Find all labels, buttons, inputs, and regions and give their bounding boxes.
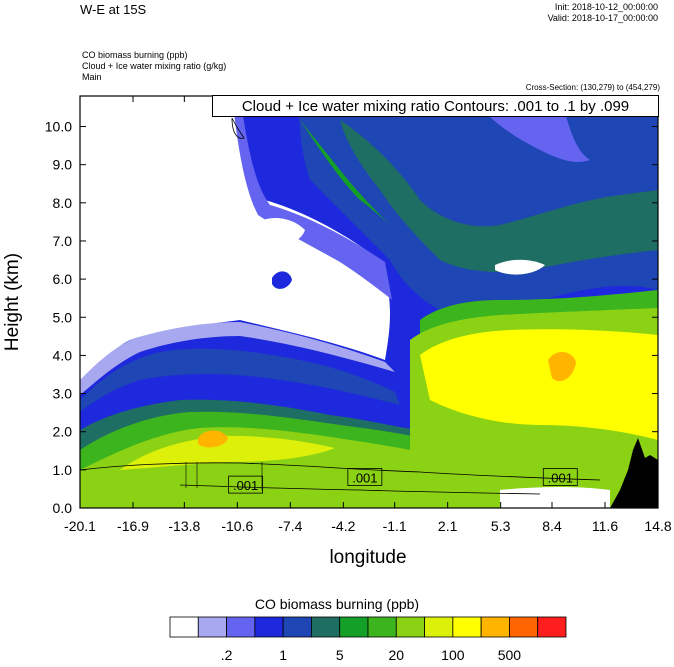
y-tick-label: 4.0 [53, 347, 73, 363]
cross-section-label: Cross-Section: (130,279) to (454,279) [525, 83, 660, 92]
colorbar-swatch [254, 616, 284, 638]
y-tick-label: 0.0 [53, 500, 73, 516]
colorbar-swatch [282, 616, 312, 638]
contour-label: .001 [233, 478, 258, 493]
y-tick-label: 2.0 [53, 424, 73, 440]
x-tick-label: -13.8 [168, 518, 200, 534]
colorbar-label: .2 [221, 647, 233, 663]
plot-title: W-E at 15S [80, 2, 147, 17]
colorbar-label: 5 [336, 647, 344, 663]
contour-label: .001 [352, 470, 377, 485]
colorbar-swatch [424, 616, 454, 638]
variable-co: CO biomass burning (ppb) [82, 50, 188, 60]
colorbar-swatch [537, 616, 567, 638]
init-time: Init: 2018-10-12_00:00:00 [554, 2, 658, 12]
x-tick-label: -4.2 [331, 518, 355, 534]
colorbar-swatch [226, 616, 256, 638]
valid-time: Valid: 2018-10-17_00:00:00 [547, 13, 658, 23]
contour-label: .001 [548, 470, 573, 485]
x-tick-label: 14.8 [644, 518, 671, 534]
heatmap-field [80, 96, 658, 508]
colorbar: .2 1 5 20 100 500 [169, 616, 567, 663]
x-tick-label: 11.6 [592, 518, 618, 534]
variable-cloud-ice: Cloud + Ice water mixing ratio (g/kg) [82, 61, 227, 71]
variable-main: Main [82, 72, 102, 82]
colorbar-swatch [395, 616, 425, 638]
y-tick-label: 10.0 [45, 119, 72, 135]
x-tick-label: -1.1 [383, 518, 407, 534]
x-axis-label: longitude [329, 547, 406, 568]
colorbar-swatch [197, 616, 227, 638]
colorbar-swatch [339, 616, 369, 638]
colorbar-swatch [169, 616, 199, 638]
x-tick-label: 8.4 [542, 518, 562, 534]
colorbar-label: 500 [498, 647, 522, 663]
y-tick-label: 6.0 [53, 271, 73, 287]
y-tick-label: 9.0 [53, 157, 73, 173]
y-tick-label: 1.0 [53, 462, 73, 478]
contour-label-box [542, 468, 578, 486]
colorbar-label: 20 [388, 647, 404, 663]
y-tick-label: 8.0 [53, 195, 73, 211]
x-tick-label: 2.1 [438, 518, 458, 534]
y-axis: 0.0 1.0 2.0 3.0 4.0 5.0 6.0 7.0 8.0 9.0 10.0 [45, 119, 658, 516]
x-tick-label: -10.6 [221, 518, 253, 534]
y-tick-label: 3.0 [53, 386, 73, 402]
colorbar-label: 1 [279, 647, 287, 663]
x-tick-label: -16.9 [117, 518, 149, 534]
y-axis-label: Height (km) [2, 253, 23, 351]
colorbar-swatch [452, 616, 482, 638]
contour-info-box: Cloud + Ice water mixing ratio Contours:… [212, 95, 659, 117]
x-tick-label: -20.1 [64, 518, 96, 534]
x-tick-label: -7.4 [278, 518, 302, 534]
contour-label-box [347, 468, 383, 486]
colorbar-swatch [367, 616, 397, 638]
colorbar-swatch [480, 616, 510, 638]
contour-labels: .001 .001 .001 [228, 468, 578, 494]
x-axis: -20.1 -16.9 -13.8 -10.6 -7.4 -4.2 -1.1 2.1 5.3 8.… [64, 96, 672, 534]
colorbar-title: CO biomass burning (ppb) [254, 596, 420, 612]
colorbar-swatch [509, 616, 539, 638]
contour-label-box [228, 475, 264, 494]
x-tick-label: 5.3 [491, 518, 511, 534]
colorbar-swatch [311, 616, 341, 638]
y-tick-label: 7.0 [53, 233, 73, 249]
y-tick-label: 5.0 [53, 309, 73, 325]
colorbar-label: 100 [441, 647, 465, 663]
